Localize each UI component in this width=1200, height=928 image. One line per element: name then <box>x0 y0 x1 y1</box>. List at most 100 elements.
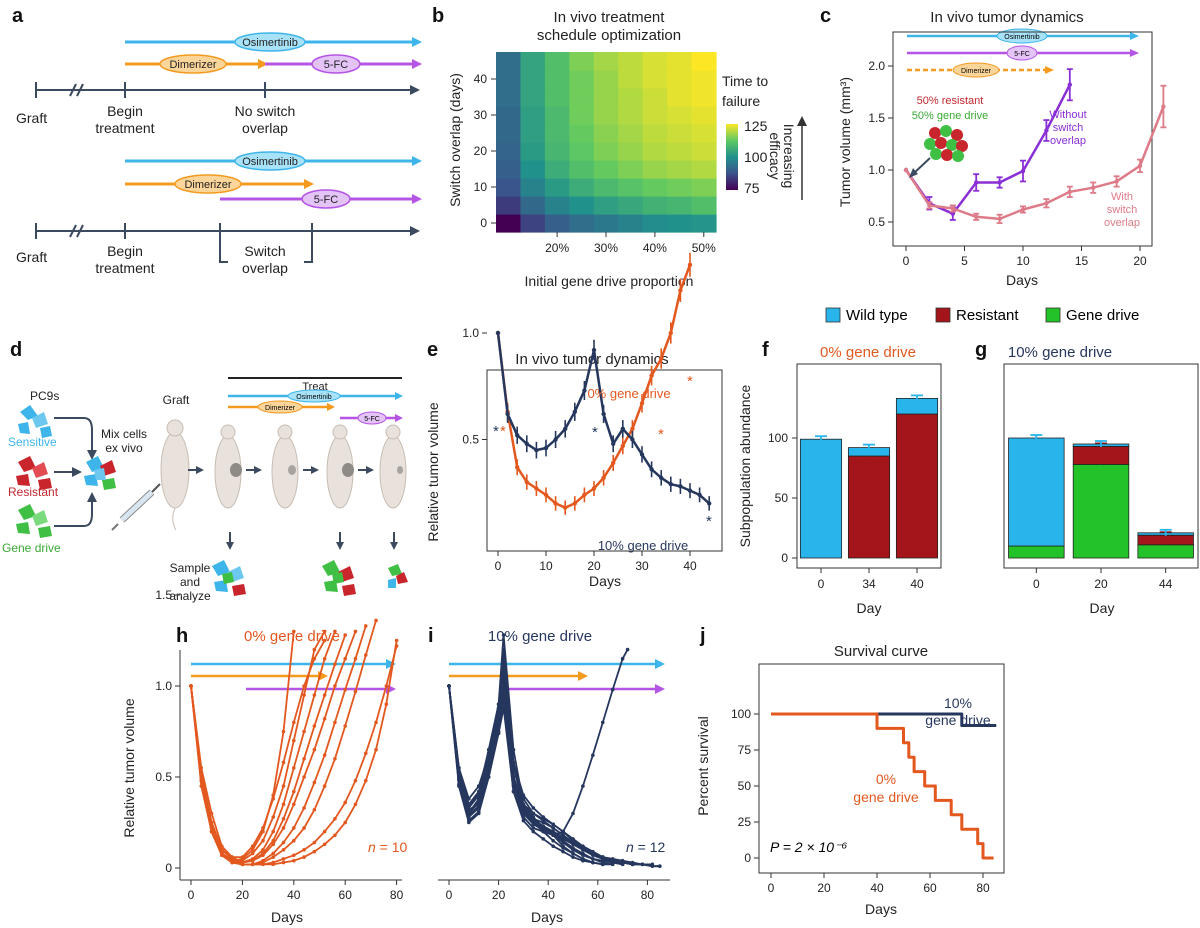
heatmap-cell <box>544 88 570 107</box>
h-mouse-point <box>281 802 286 807</box>
heatmap-cell <box>569 160 595 179</box>
h-mouse-point <box>353 629 358 634</box>
i-mouse-point <box>486 760 491 765</box>
j-x-tick-label: 40 <box>870 881 884 895</box>
e-point <box>515 464 520 470</box>
h-mouse-point <box>261 848 265 852</box>
i-mouse-point <box>561 835 565 839</box>
heatmap-cell <box>569 124 595 143</box>
i-mouse-point <box>501 675 506 679</box>
heatmap-x-tick-label: 20% <box>545 241 569 255</box>
heatmap-cell <box>667 160 693 179</box>
c-point <box>1044 128 1049 133</box>
e-point <box>678 484 683 489</box>
h-mouse-point <box>271 829 276 834</box>
heatmap-cell <box>496 178 522 197</box>
h-mouse-point <box>343 800 348 805</box>
panel-h-title: 0% gene drive <box>244 628 340 645</box>
c-point <box>1091 185 1096 190</box>
c-annot-without-3: overlap <box>1050 135 1086 147</box>
h-mouse-point <box>271 862 276 867</box>
mouse-arrow-3 <box>311 466 319 474</box>
i-mouse-point <box>551 844 555 848</box>
h-y-tick-label: 1.5 <box>155 588 172 602</box>
h-mouse-point <box>333 720 337 725</box>
i-mouse-line <box>448 685 613 866</box>
heatmap-y-tick-label: 0 <box>480 216 487 230</box>
h-mouse-point <box>312 647 317 652</box>
heatmap-cell <box>520 160 546 179</box>
switch-label: Switch <box>244 243 285 259</box>
panel-c-title: In vivo tumor dynamics <box>930 9 1083 26</box>
j-annot-zero-1: 0% <box>876 771 896 787</box>
h-mouse-point <box>281 860 286 865</box>
h-mouse-point <box>312 849 317 854</box>
heatmap-cell <box>520 178 546 197</box>
legend-swatch-gene-drive <box>1045 307 1061 323</box>
panel-g: g 10% gene drive 0 20 44 Day <box>975 339 1199 616</box>
i-mouse-point <box>541 827 546 832</box>
d-osimertinib-arrowhead <box>395 392 403 400</box>
h-mouse-point <box>374 747 378 752</box>
i-mouse-point <box>511 789 516 794</box>
h-y-label: Relative tumor volume <box>121 698 137 837</box>
sample-label-1: Sample <box>170 561 211 575</box>
c-point <box>974 214 979 219</box>
i-mouse-point <box>467 809 471 814</box>
heatmap-cell <box>618 178 644 197</box>
i-mouse-point <box>501 678 506 683</box>
e-frame <box>486 369 723 552</box>
h-mouse-point <box>312 840 317 845</box>
h-mouse-point <box>363 751 368 756</box>
c-x-tick-label: 5 <box>961 254 968 268</box>
c-series-line <box>904 106 1165 221</box>
heatmap-y-tick-label: 30 <box>474 108 488 122</box>
h-mouse-point <box>240 855 245 859</box>
i-mouse-point <box>476 804 481 808</box>
heatmap-cell <box>544 178 570 197</box>
c-annot-without-1: Without <box>1049 109 1086 121</box>
c-y-tick-label: 0.5 <box>868 215 885 229</box>
heatmap-cell <box>691 178 717 197</box>
i-mouse-point <box>551 826 555 830</box>
f-x-tick-label: 34 <box>862 577 876 591</box>
c-x-tick-label: 0 <box>903 254 910 268</box>
i-mouse-point <box>501 633 506 637</box>
j-survival-step <box>771 712 994 860</box>
heatmap-x-tick-label: 40% <box>643 241 667 255</box>
e-y-label: Relative tumor volume <box>425 402 441 541</box>
heatmap-cell <box>496 52 522 71</box>
e-point <box>639 401 645 406</box>
heatmap-y-tick-label: 10 <box>474 180 488 194</box>
i-x-tick-label: 60 <box>591 888 605 902</box>
h-n-italic: n <box>368 839 376 855</box>
e-point <box>668 482 673 487</box>
i-mouse-point <box>476 809 481 814</box>
i-mouse-point <box>511 775 516 779</box>
osimertinib-arrowhead-top <box>412 37 422 47</box>
colorbar-tick-75: 75 <box>744 180 760 196</box>
c-point <box>1067 189 1073 195</box>
i-mouse-line <box>448 685 623 866</box>
mix-label-1: Mix cells <box>101 427 147 441</box>
graft-label-d: Graft <box>163 393 190 407</box>
i-mouse-point <box>531 806 536 810</box>
e-point <box>697 492 702 498</box>
h-mouse-point <box>312 724 317 728</box>
i-mouse-point <box>541 837 546 841</box>
panel-b-title-line2: schedule optimization <box>537 27 681 44</box>
h-mouse-point <box>281 784 286 788</box>
h-mouse-point <box>271 797 276 801</box>
switch-overlap-label: overlap <box>242 260 288 276</box>
h-osimertinib-arrowhead <box>386 659 396 669</box>
h-y-tick-label: 0.5 <box>155 770 172 784</box>
heatmap-cell <box>593 196 619 215</box>
h-plot <box>189 618 399 867</box>
sample-cells-icon-3 <box>388 564 408 588</box>
i-plot <box>447 633 662 868</box>
heatmap-y-tick-label: 40 <box>474 72 488 86</box>
i-mouse-point <box>551 822 555 827</box>
heatmap-cell <box>667 124 693 143</box>
h-mouse-point <box>292 720 296 725</box>
i-mouse-point <box>521 818 526 823</box>
